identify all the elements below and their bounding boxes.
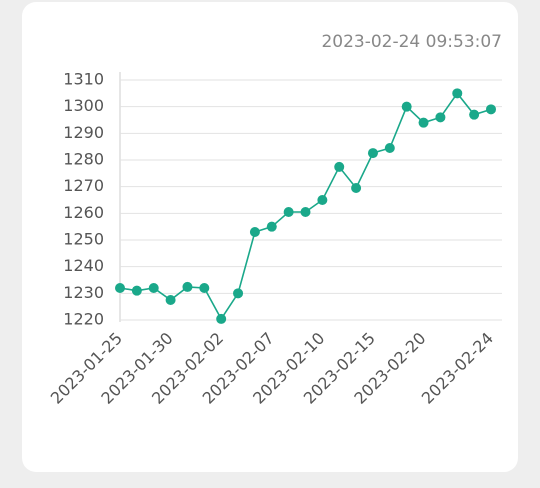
y-tick-label: 1270 — [63, 176, 104, 195]
point — [283, 207, 294, 217]
point — [384, 143, 395, 153]
point — [351, 183, 362, 193]
point — [199, 283, 210, 293]
y-tick-label: 1310 — [63, 70, 104, 89]
point — [435, 112, 446, 123]
y-tick-label: 1280 — [63, 150, 104, 169]
y-tick-label: 1230 — [63, 283, 104, 302]
point — [401, 101, 412, 112]
point — [469, 109, 480, 120]
point — [216, 313, 227, 324]
point — [233, 288, 244, 299]
point — [249, 227, 260, 237]
point — [148, 283, 159, 293]
point — [486, 104, 496, 115]
point — [334, 161, 345, 172]
point — [418, 117, 429, 128]
y-tick-label: 1240 — [63, 256, 104, 275]
y-tick-label: 1250 — [63, 230, 104, 249]
y-tick-label: 1290 — [63, 123, 104, 142]
line — [119, 91, 492, 321]
point — [452, 88, 463, 99]
point — [131, 285, 142, 296]
y-tick-label: 1300 — [63, 96, 104, 115]
point — [300, 207, 311, 217]
point — [317, 195, 328, 205]
point — [115, 283, 125, 293]
point — [266, 221, 277, 232]
y-tick-label: 1220 — [63, 310, 104, 329]
y-tick-label: 1260 — [63, 203, 104, 222]
point — [367, 148, 378, 159]
timestamp: 2023-02-24 09:53:07 — [321, 32, 502, 52]
point — [182, 281, 193, 292]
x-tick-label: 2023-02-24 — [418, 329, 497, 408]
point — [165, 295, 176, 305]
